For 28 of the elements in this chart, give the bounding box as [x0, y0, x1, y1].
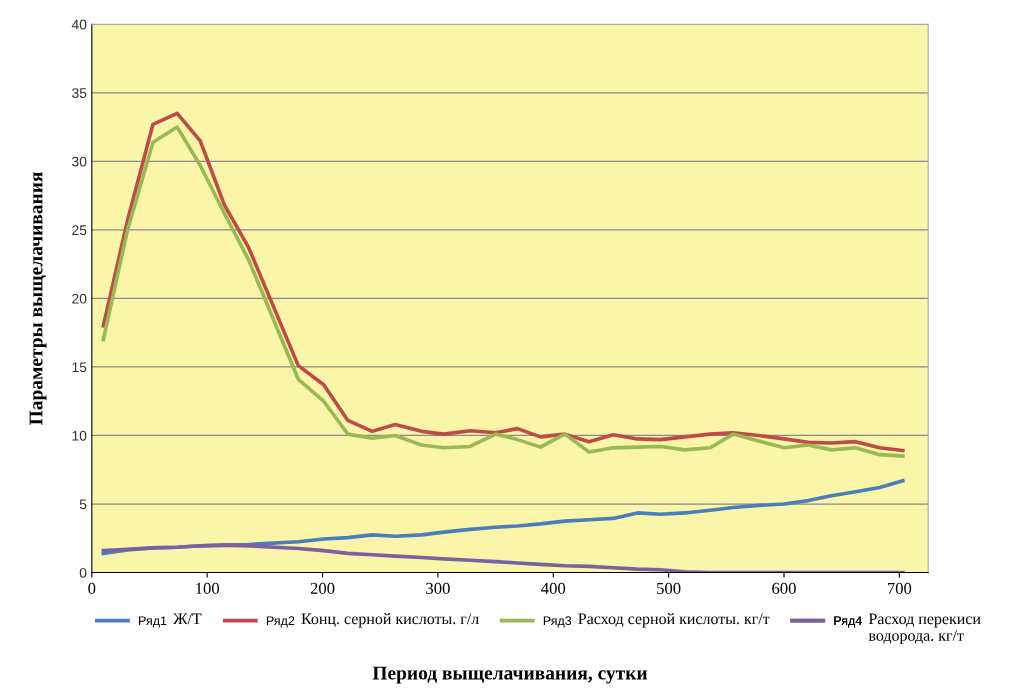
line-series	[101, 543, 905, 573]
y-tick-label: 0	[79, 567, 87, 578]
text: Расход серной кислоты. кг/т	[578, 613, 770, 628]
y-axis-title: Параметры выщелачивания	[29, 172, 47, 425]
y-tick-label: 40	[71, 19, 87, 30]
x-tick-label: 500	[657, 582, 681, 594]
y-tick-label: 30	[72, 156, 87, 167]
x-axis-title: Период выщелачивания, сутки	[372, 666, 648, 684]
x-tick-label: 300	[426, 582, 450, 594]
x-tick-label: 0	[88, 582, 96, 594]
x-tick-label: 200	[310, 582, 335, 594]
legend-label: Ряд3	[543, 616, 572, 628]
x-tick-label: 700	[887, 582, 912, 594]
text: Ж/Т	[173, 613, 202, 625]
x-tick-label: 400	[541, 582, 566, 594]
legend-label: Ряд1	[139, 616, 167, 628]
y-tick-label: 10	[72, 430, 87, 441]
text: Расход перекиси водорода. кг/т	[868, 613, 981, 645]
y-tick-label: 15	[72, 362, 87, 373]
y-tick-label: 5	[79, 499, 87, 510]
x-tick-label: 600	[772, 582, 796, 594]
legend-label: Ряд2	[266, 616, 295, 628]
legend-label: Ряд4	[834, 616, 862, 628]
y-tick-label: 25	[72, 225, 87, 236]
y-tick-label: 35	[72, 88, 87, 98]
text: Конц. серной кислоты. г/л	[301, 613, 479, 628]
y-tick-label: 20	[72, 293, 87, 304]
x-tick-label: 100	[196, 582, 220, 594]
